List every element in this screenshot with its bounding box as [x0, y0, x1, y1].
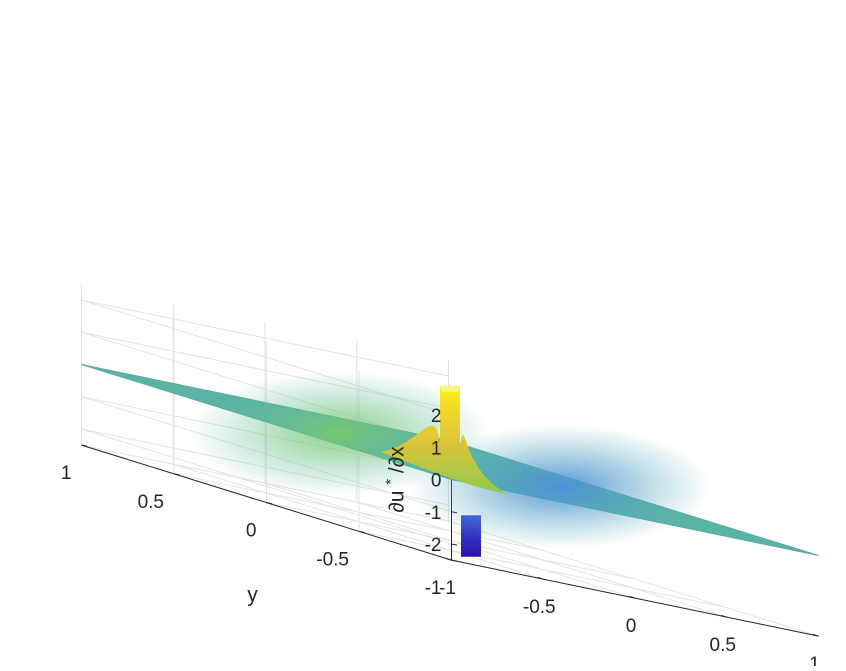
x-tick-label: 0	[626, 616, 637, 637]
x-tick-label: -1	[439, 578, 456, 599]
spike-cap	[440, 385, 460, 392]
y-tick-label: 1	[61, 463, 72, 484]
z-tick-label: 2	[431, 406, 442, 427]
y-tick-label: -1	[425, 578, 442, 599]
z-axis-label: ∂u * /∂x	[378, 446, 409, 513]
z-tick-mark	[451, 543, 458, 546]
y-tick-mark	[173, 473, 180, 476]
x-tick-mark	[537, 576, 544, 580]
z-tick-label: -1	[425, 503, 442, 524]
x-tick-label: -0.5	[523, 597, 556, 618]
y-tick-label: 0	[246, 521, 257, 542]
x-tick-mark	[812, 633, 819, 637]
y-axis-label: y	[247, 584, 258, 607]
x-tick-mark	[629, 595, 636, 599]
x-tick-label: 0.5	[710, 635, 736, 656]
y-tick-mark	[266, 502, 273, 505]
tick-labels: -1 -0.5 0 0.5 1 -1 -0.5 0 0.5 1 -2 -1 0 1 2	[61, 406, 820, 671]
grid-line	[81, 299, 449, 377]
z-axis-label-main: ∂u	[386, 491, 409, 513]
z-tick-label: 0	[431, 471, 442, 492]
positive-spike	[380, 385, 508, 494]
z-tick-label: -2	[425, 535, 442, 556]
x-tick-mark	[721, 614, 727, 618]
z-axis-label-sup: *	[383, 479, 400, 485]
y-tick-mark	[358, 530, 365, 534]
y-tick-label: 0.5	[138, 492, 164, 513]
grid-line	[358, 530, 727, 608]
x-tick-mark	[445, 557, 452, 561]
x-tick-label: 1	[809, 654, 820, 666]
grid-line	[266, 502, 634, 580]
y-tick-mark	[451, 559, 458, 562]
negative-lobe	[410, 424, 711, 549]
spike-peak	[380, 385, 508, 494]
y-tick-label: -0.5	[316, 549, 349, 570]
z-tick-label: 1	[431, 438, 442, 459]
z-axis-label-tail: /∂x	[386, 446, 409, 473]
y-tick-mark	[81, 444, 88, 447]
